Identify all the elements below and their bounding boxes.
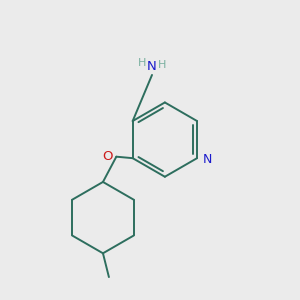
Text: N: N [147, 61, 157, 74]
Text: H: H [137, 58, 146, 68]
Text: H: H [158, 61, 166, 70]
Text: N: N [202, 153, 212, 166]
Text: O: O [102, 150, 113, 163]
